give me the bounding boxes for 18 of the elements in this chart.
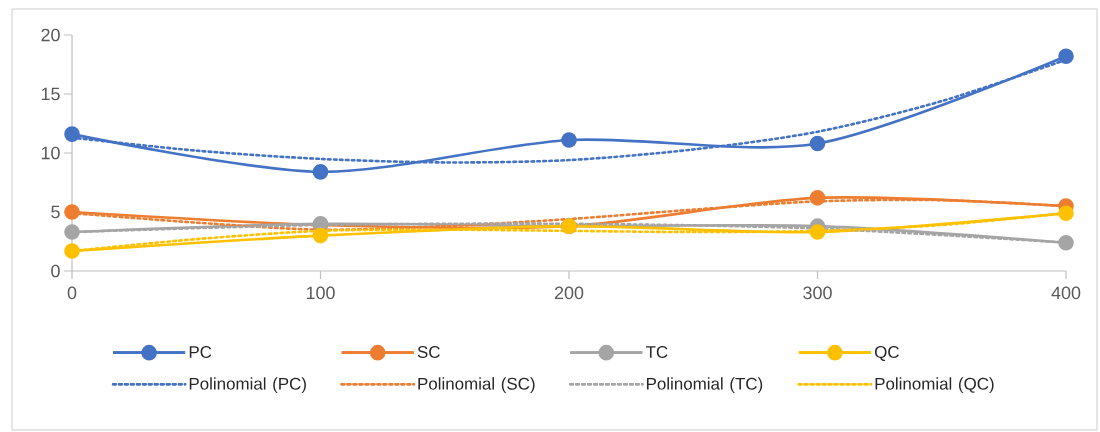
legend-label: Polinomial (TC): [646, 377, 763, 394]
x-tick-label: 200: [554, 286, 584, 300]
x-tick-label: 300: [803, 286, 832, 300]
y-tick-label: 15: [41, 87, 60, 101]
legend-label: QC: [874, 345, 899, 362]
x-tick-label: 400: [1051, 286, 1081, 300]
y-tick-label: 0: [51, 264, 60, 278]
x-tick-label: 100: [306, 286, 335, 300]
legend-label: Polinomial (PC): [189, 377, 306, 394]
y-tick-label: 10: [41, 146, 60, 160]
x-tick-label: 0: [67, 286, 77, 300]
legend-label: Polinomial (SC): [418, 377, 535, 394]
legend-label: TC: [645, 345, 668, 358]
y-tick-label: 5: [51, 205, 60, 219]
legend-label: PC: [189, 345, 212, 358]
y-tick-label: 20: [41, 28, 60, 42]
legend-label: SC: [417, 345, 440, 358]
legend-label: Polinomial (QC): [875, 377, 994, 394]
